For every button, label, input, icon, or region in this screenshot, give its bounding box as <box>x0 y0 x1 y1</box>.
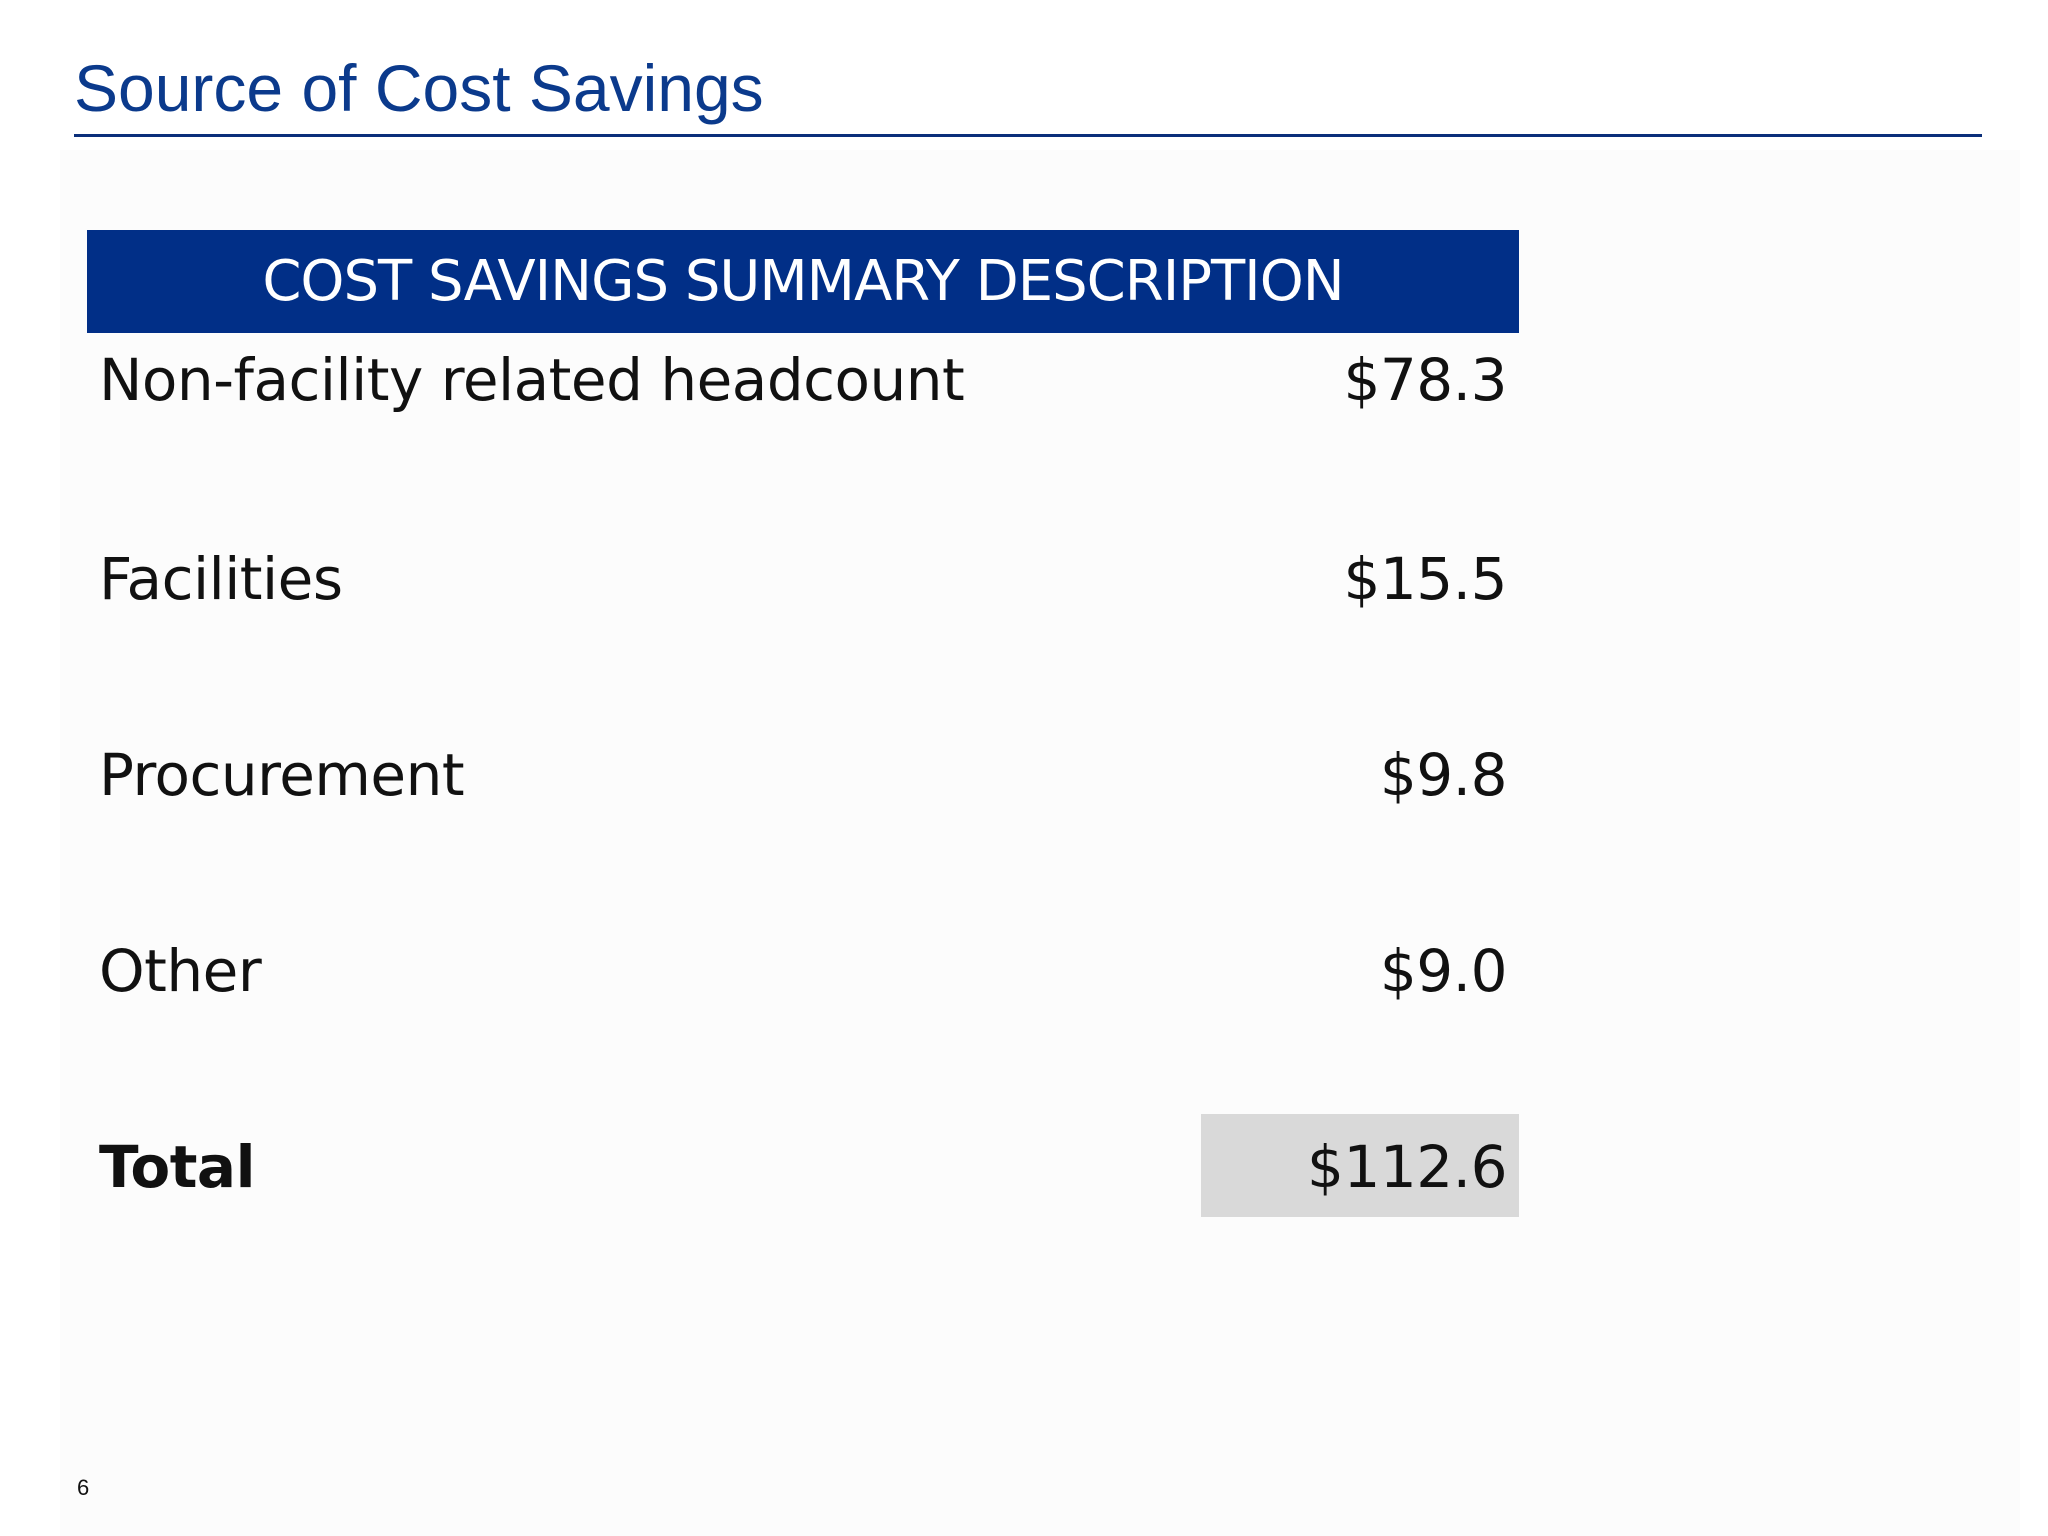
row-value: $9.8 <box>1379 741 1508 809</box>
table-body: Non-facility related headcount $78.3 Fac… <box>87 333 1519 1313</box>
total-value: $112.6 <box>1307 1133 1507 1201</box>
table-header: COST SAVINGS SUMMARY DESCRIPTION <box>87 230 1519 333</box>
content-background <box>60 150 2020 1536</box>
title-divider <box>74 134 1982 137</box>
row-label: Non-facility related headcount <box>99 346 965 414</box>
row-value: $9.0 <box>1379 937 1508 1005</box>
row-value: $78.3 <box>1343 346 1507 414</box>
row-label: Procurement <box>99 741 465 809</box>
slide-title: Source of Cost Savings <box>74 51 764 125</box>
page-number: 6 <box>77 1475 90 1500</box>
total-row: Total $112.6 <box>87 1114 1519 1313</box>
table-row: Procurement $9.8 <box>87 725 1519 921</box>
table-row: Facilities $15.5 <box>87 529 1519 725</box>
cost-savings-table: COST SAVINGS SUMMARY DESCRIPTION Non-fac… <box>87 230 1519 1313</box>
total-label: Total <box>99 1133 255 1201</box>
row-label: Facilities <box>99 545 343 613</box>
row-value: $15.5 <box>1343 545 1507 613</box>
table-row: Other $9.0 <box>87 921 1519 1117</box>
table-row: Non-facility related headcount $78.3 <box>87 330 1519 526</box>
total-highlight <box>1201 1114 1519 1217</box>
row-label: Other <box>99 937 262 1005</box>
